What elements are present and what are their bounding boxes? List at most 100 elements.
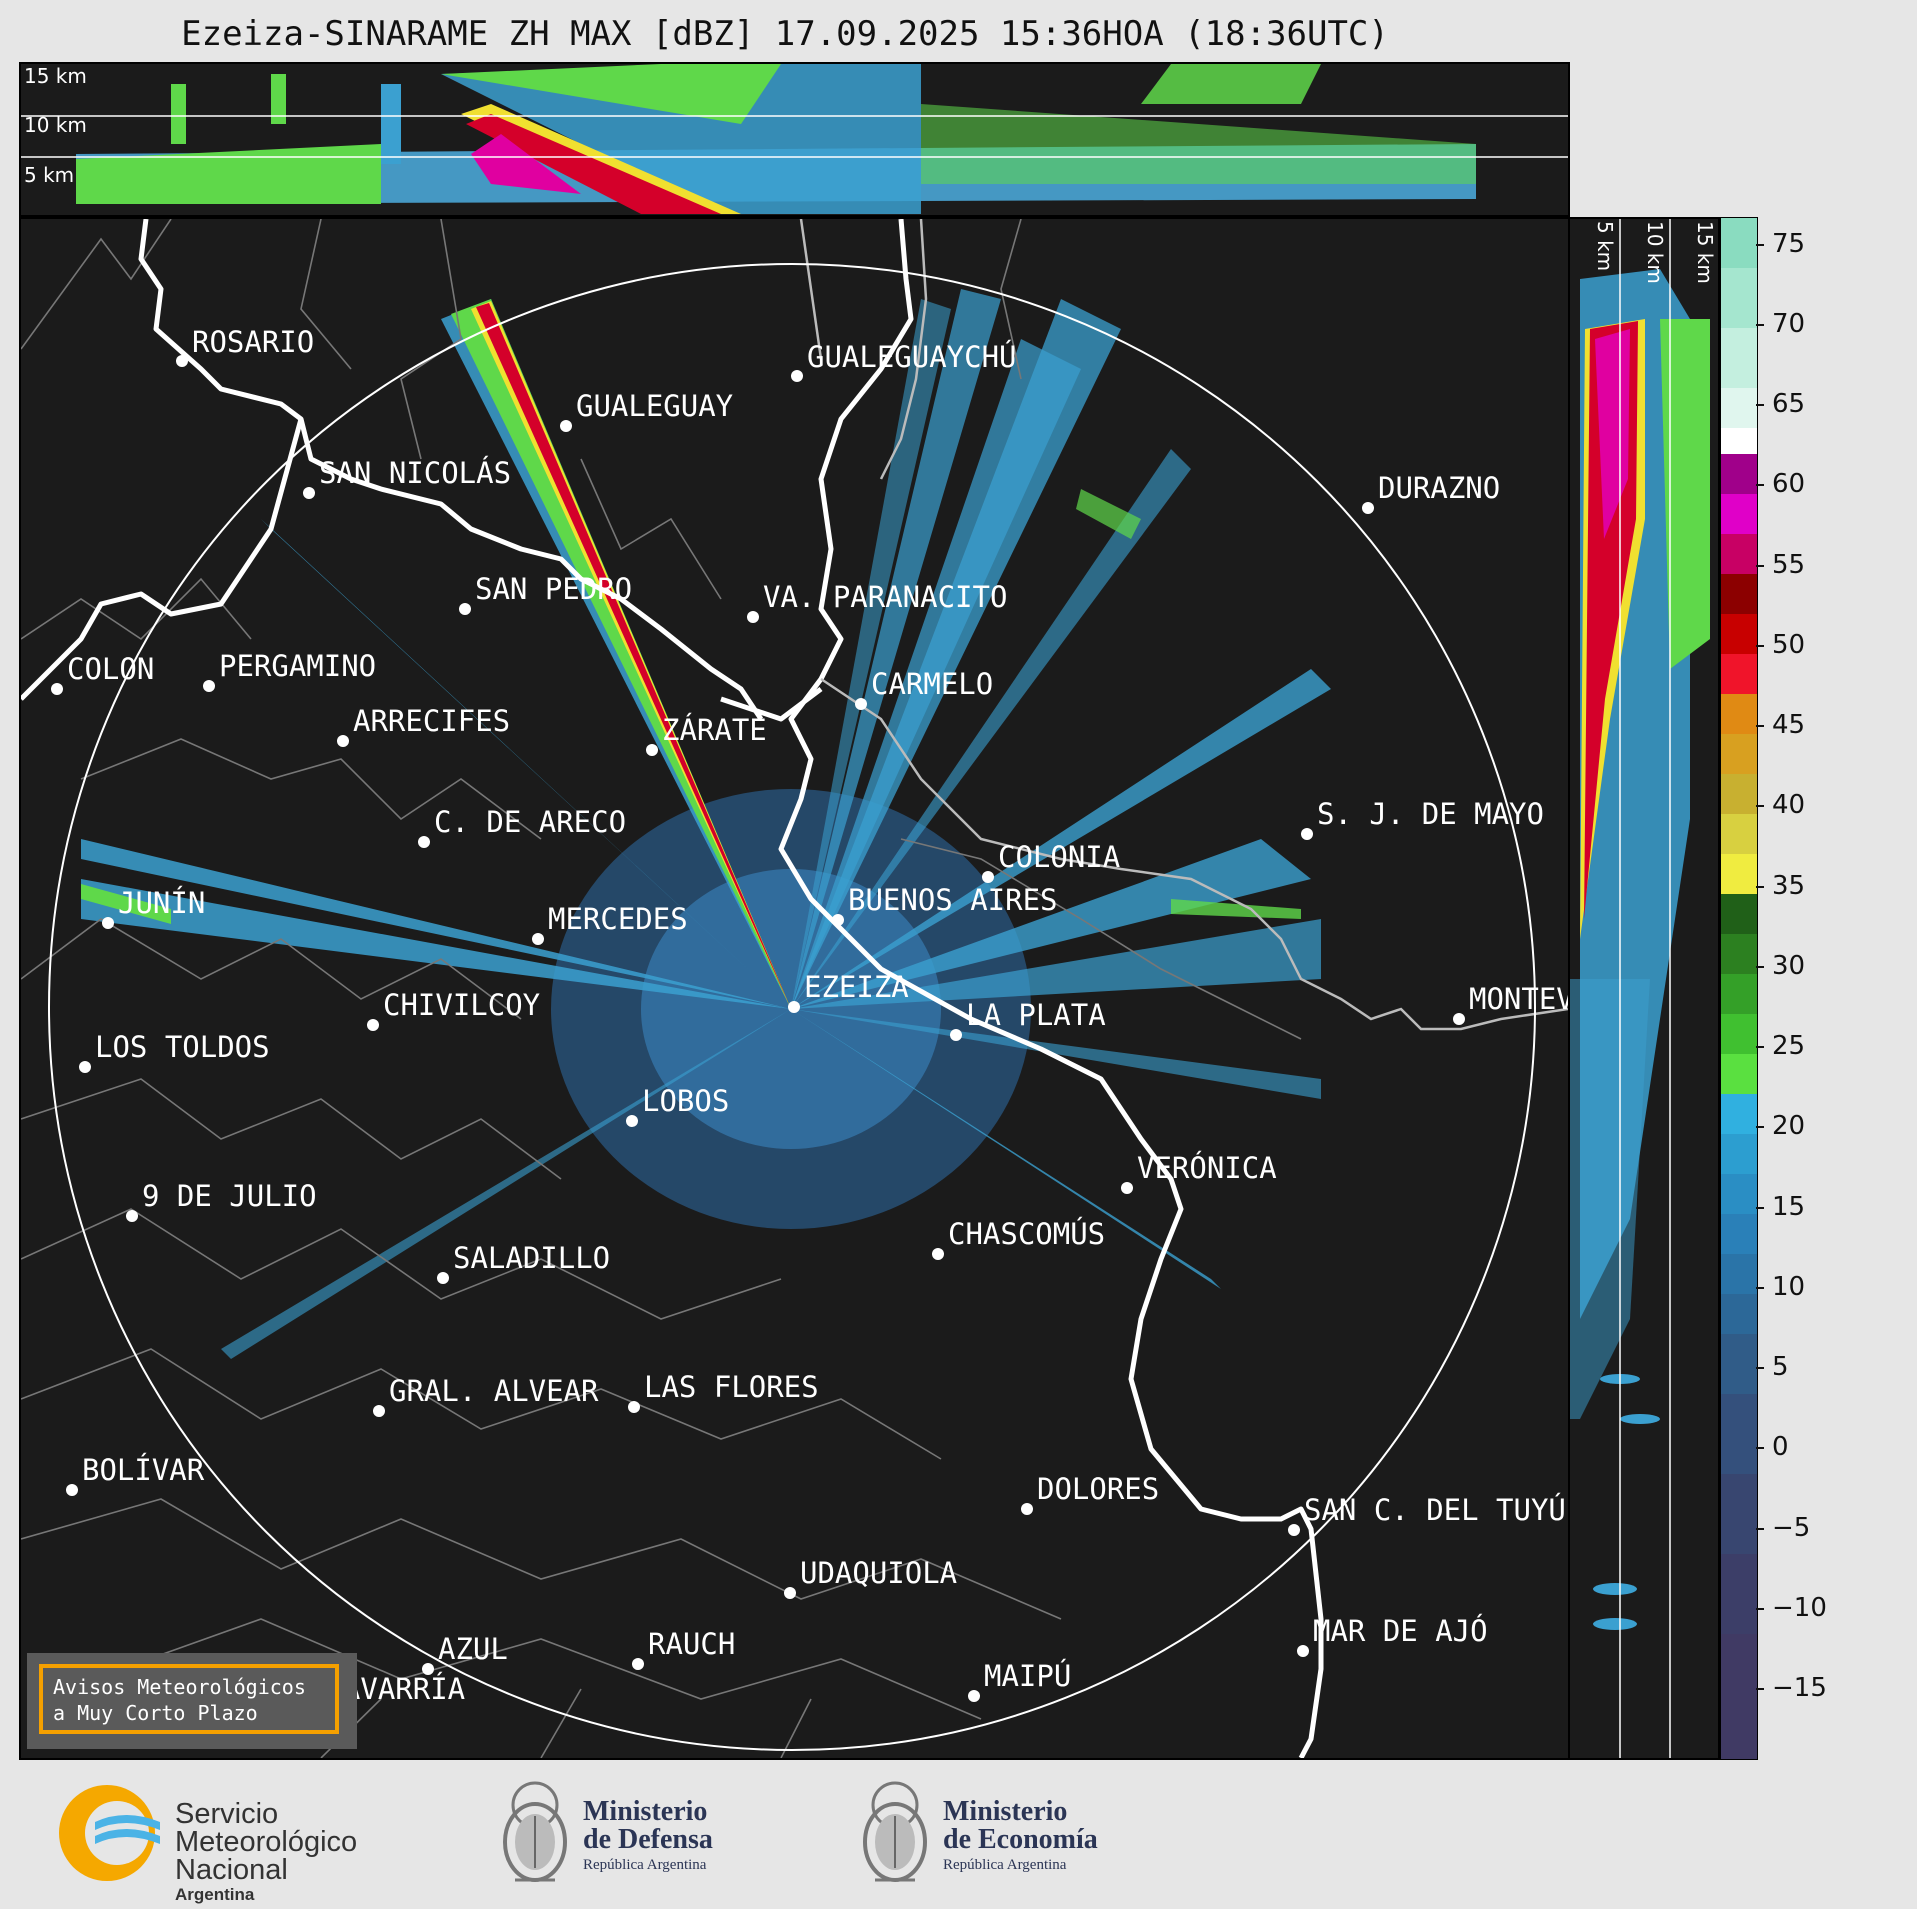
colorbar-tick: 0: [1756, 1432, 1789, 1462]
svg-text:SAN NICOLÁS: SAN NICOLÁS: [319, 456, 511, 490]
uruguay-coast: [799, 219, 1568, 1031]
svg-text:VERÓNICA: VERÓNICA: [1137, 1151, 1277, 1185]
smn-logo-icon: [59, 1785, 160, 1881]
svg-text:DURAZNO: DURAZNO: [1378, 471, 1500, 505]
city-udaquiola: UDAQUIOLA: [784, 1556, 957, 1599]
city-9-de-julio: 9 DE JULIO: [126, 1179, 317, 1222]
colorbar-tick: 15: [1755, 1192, 1805, 1222]
radar-echo-field: [81, 289, 1331, 1359]
colorbar-tick: −5: [1755, 1513, 1810, 1543]
svg-text:COLONIA: COLONIA: [998, 840, 1120, 874]
defensa-line-3: República Argentina: [583, 1857, 707, 1873]
ministerio-defensa-logo: Ministerio de Defensa República Argentin…: [495, 1770, 795, 1900]
economia-line-1: Ministerio: [943, 1796, 1068, 1827]
city-chascomus: CHASCOMÚS: [932, 1217, 1105, 1260]
side-height-label-15: 15 km: [1693, 221, 1717, 284]
top-cross-section-panel: 15 km 10 km 5 km: [19, 62, 1570, 217]
city-maipu: MAIPÚ: [968, 1659, 1071, 1702]
svg-text:BUENOS AIRES: BUENOS AIRES: [848, 883, 1058, 917]
svg-text:AZUL: AZUL: [438, 1632, 508, 1666]
defensa-line-1: Ministerio: [583, 1796, 708, 1827]
colorbar-ticks: 75 70 65 60 55 50 45 40 35 30 25 20 15 1…: [1755, 217, 1878, 1760]
city-la-plata: LA PLATA: [950, 998, 1106, 1041]
city-zarate: ZÁRATE: [646, 713, 767, 756]
smn-line-1: Servicio: [175, 1798, 279, 1830]
city-s-j-de-mayo: S. J. DE MAYO: [1301, 797, 1544, 840]
city-mercedes: MERCEDES: [532, 902, 688, 945]
smn-line-3: Nacional: [175, 1854, 288, 1886]
svg-text:SALADILLO: SALADILLO: [453, 1241, 610, 1275]
city-rauch: RAUCH: [632, 1627, 735, 1670]
top-height-label-15: 15 km: [24, 64, 87, 88]
city-chivilcoy: CHIVILCOY: [367, 988, 540, 1031]
colorbar-tick: 5: [1756, 1352, 1789, 1382]
svg-text:RAUCH: RAUCH: [648, 1627, 735, 1661]
city-colonia: COLONIA: [982, 840, 1120, 883]
city-rosario: ROSARIO: [176, 325, 314, 367]
side-height-label-5: 5 km: [1593, 221, 1617, 271]
city-montev: MONTEV: [1453, 982, 1568, 1025]
warning-box[interactable]: Avisos Meteorológicos a Muy Corto Plazo: [39, 1664, 339, 1734]
colorbar-tick: 20: [1755, 1111, 1805, 1141]
city-durazno: DURAZNO: [1362, 471, 1500, 514]
city-buenos-aires: BUENOS AIRES: [832, 883, 1058, 926]
svg-text:MERCEDES: MERCEDES: [548, 902, 688, 936]
city-san-nicolas: SAN NICOLÁS: [303, 456, 511, 499]
city-lobos: LOBOS: [626, 1084, 729, 1127]
svg-text:MONTEV: MONTEV: [1469, 982, 1568, 1016]
colorbar-tick: −15: [1756, 1673, 1827, 1703]
colorbar-tick: 45: [1755, 710, 1805, 740]
colorbar-tick: −10: [1756, 1593, 1827, 1623]
top-height-label-5: 5 km: [24, 163, 74, 187]
radar-map-svg: ROSARIO GUALEGUAYCHÚ GUALEGUAY SAN NICOL…: [21, 219, 1568, 1758]
svg-text:LOS TOLDOS: LOS TOLDOS: [95, 1030, 270, 1064]
ministerio-economia-logo: Ministerio de Economía República Argenti…: [855, 1770, 1175, 1900]
city-las-flores: LAS FLORES: [628, 1370, 819, 1413]
city-bolivar: BOLÍVAR: [66, 1453, 205, 1496]
svg-text:COLON: COLON: [67, 652, 154, 686]
city-saladillo: SALADILLO: [437, 1241, 610, 1284]
city-c-de-areco: C. DE ARECO: [418, 805, 626, 848]
svg-text:ROSARIO: ROSARIO: [192, 325, 314, 359]
city-gral-alvear: GRAL. ALVEAR: [373, 1374, 599, 1417]
city-va-paranacito: VA. PARANACITO: [747, 580, 1007, 623]
warning-line-2: a Muy Corto Plazo: [53, 1701, 258, 1725]
svg-text:GRAL. ALVEAR: GRAL. ALVEAR: [389, 1374, 599, 1408]
top-cross-section-svg: 15 km 10 km 5 km: [21, 64, 1568, 214]
chart-title: Ezeiza-SINARAME ZH MAX [dBZ] 17.09.2025 …: [181, 14, 1389, 54]
svg-text:BOLÍVAR: BOLÍVAR: [82, 1453, 205, 1487]
city-colon: COLON: [51, 652, 154, 695]
city-markers: ROSARIO GUALEGUAYCHÚ GUALEGUAY SAN NICOL…: [51, 325, 1568, 1715]
city-junin: JUNÍN: [102, 886, 205, 929]
colorbar-tick: 10: [1755, 1272, 1805, 1302]
svg-text:C. DE ARECO: C. DE ARECO: [434, 805, 626, 839]
dbz-colorbar: [1720, 217, 1758, 1760]
top-height-label-10: 10 km: [24, 113, 87, 137]
city-ezeiza: EZEIZA: [788, 970, 909, 1013]
side-cross-section-svg: 5 km 10 km 15 km: [1570, 219, 1717, 1758]
svg-text:LOBOS: LOBOS: [642, 1084, 729, 1118]
svg-text:GUALEGUAY: GUALEGUAY: [576, 389, 733, 423]
range-ring: [48, 263, 1536, 1751]
colorbar-tick: 30: [1755, 951, 1805, 981]
colorbar-tick: 50: [1755, 630, 1805, 660]
svg-text:JUNÍN: JUNÍN: [118, 886, 205, 920]
city-arrecifes: ARRECIFES: [337, 704, 510, 747]
svg-text:MAIPÚ: MAIPÚ: [984, 1659, 1071, 1693]
province-boundaries: [21, 219, 1302, 1758]
radar-map-panel: ROSARIO GUALEGUAYCHÚ GUALEGUAY SAN NICOL…: [19, 217, 1570, 1760]
colorbar-tick: 40: [1755, 790, 1805, 820]
smn-logo: Servicio Meteorológico Nacional Argentin…: [55, 1778, 455, 1904]
city-san-c-del-tuyu: SAN C. DEL TUYÚ: [1288, 1493, 1566, 1536]
svg-text:DOLORES: DOLORES: [1037, 1472, 1159, 1506]
economia-line-3: República Argentina: [943, 1857, 1067, 1873]
warning-banner[interactable]: Avisos Meteorológicos a Muy Corto Plazo: [27, 1653, 357, 1749]
svg-text:SAN C. DEL TUYÚ: SAN C. DEL TUYÚ: [1304, 1493, 1566, 1527]
svg-text:ZÁRATE: ZÁRATE: [662, 713, 767, 747]
city-carmelo: CARMELO: [855, 667, 993, 710]
svg-text:LA PLATA: LA PLATA: [966, 998, 1106, 1032]
colorbar-tick: 25: [1755, 1031, 1805, 1061]
city-mar-de-ajo: MAR DE AJÓ: [1297, 1614, 1488, 1657]
colorbar-tick: 60: [1755, 469, 1805, 499]
coat-of-arms-icon: [503, 1781, 567, 1882]
